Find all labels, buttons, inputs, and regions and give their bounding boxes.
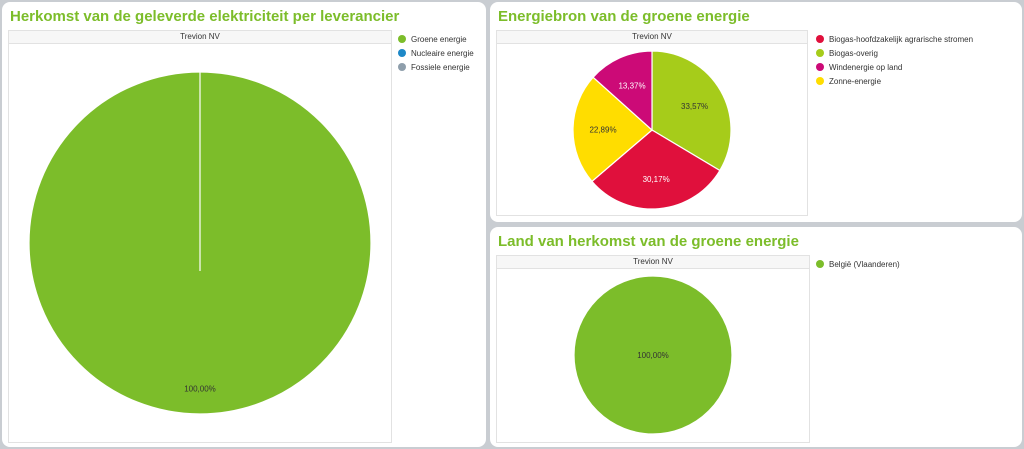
slice-label: 22,89% — [589, 125, 616, 134]
legend-item[interactable]: België (Vlaanderen) — [816, 257, 900, 271]
slice-label: 30,17% — [643, 175, 670, 184]
legend: Groene energie Nucleaire energie Fossiele … — [398, 32, 474, 74]
legend-swatch — [816, 49, 824, 57]
legend-item[interactable]: Biogas-overig — [816, 46, 973, 60]
legend-label: Groene energie — [411, 34, 467, 44]
chart-box: Trevion NV 100,00% — [496, 255, 810, 443]
legend-swatch — [816, 63, 824, 71]
legend-label: Zonne-energie — [829, 76, 882, 86]
legend-item[interactable]: Biogas-hoofdzakelijk agrarische stromen — [816, 32, 973, 46]
chart-box: Trevion NV 33,57% 30,17% 22,89% 13,37% — [496, 30, 808, 216]
panel-supplier-origin: Herkomst van de geleverde elektriciteit … — [2, 2, 486, 447]
slice-label: 100,00% — [637, 351, 669, 360]
pie-chart-supplier-origin: 100,00% — [28, 71, 372, 415]
chart-header: Trevion NV — [9, 31, 391, 44]
panel-green-energy-country: Land van herkomst van de groene energie … — [490, 227, 1022, 447]
pie-slice[interactable] — [651, 50, 732, 172]
legend-item[interactable]: Fossiele energie — [398, 60, 474, 74]
panel-title: Energiebron van de groene energie — [498, 8, 750, 25]
panel-title: Land van herkomst van de groene energie — [498, 233, 799, 250]
legend-label: Windenergie op land — [829, 62, 903, 72]
legend-label: Fossiele energie — [411, 62, 470, 72]
legend-label: Biogas-overig — [829, 48, 878, 58]
legend-swatch — [398, 35, 406, 43]
legend: Biogas-hoofdzakelijk agrarische stromen B… — [816, 32, 973, 88]
panel-green-energy-source: Energiebron van de groene energie Trevio… — [490, 2, 1022, 222]
pie-slice[interactable] — [572, 76, 653, 183]
pie-chart-green-energy-country: 100,00% — [573, 275, 733, 435]
legend-swatch — [398, 49, 406, 57]
legend: België (Vlaanderen) — [816, 257, 900, 271]
legend-label: België (Vlaanderen) — [829, 259, 900, 269]
legend-swatch — [816, 260, 824, 268]
chart-header: Trevion NV — [497, 31, 807, 44]
pie-slice[interactable] — [592, 50, 653, 132]
legend-item[interactable]: Windenergie op land — [816, 60, 973, 74]
legend-label: Nucleaire energie — [411, 48, 474, 58]
slice-label: 13,37% — [618, 81, 645, 90]
legend-swatch — [816, 35, 824, 43]
slice-label: 33,57% — [681, 102, 708, 111]
legend-item[interactable]: Zonne-energie — [816, 74, 973, 88]
legend-item[interactable]: Nucleaire energie — [398, 46, 474, 60]
pie-slice[interactable] — [591, 129, 721, 210]
legend-item[interactable]: Groene energie — [398, 32, 474, 46]
pie-chart-green-energy-source: 33,57% 30,17% 22,89% 13,37% — [572, 50, 732, 210]
legend-swatch — [816, 77, 824, 85]
slice-label: 100,00% — [184, 384, 216, 393]
chart-box: Trevion NV 100,00% — [8, 30, 392, 443]
pie-slice[interactable] — [573, 275, 733, 435]
panel-title: Herkomst van de geleverde elektriciteit … — [10, 8, 400, 25]
chart-header: Trevion NV — [497, 256, 809, 269]
legend-swatch — [398, 63, 406, 71]
legend-label: Biogas-hoofdzakelijk agrarische stromen — [829, 34, 974, 44]
